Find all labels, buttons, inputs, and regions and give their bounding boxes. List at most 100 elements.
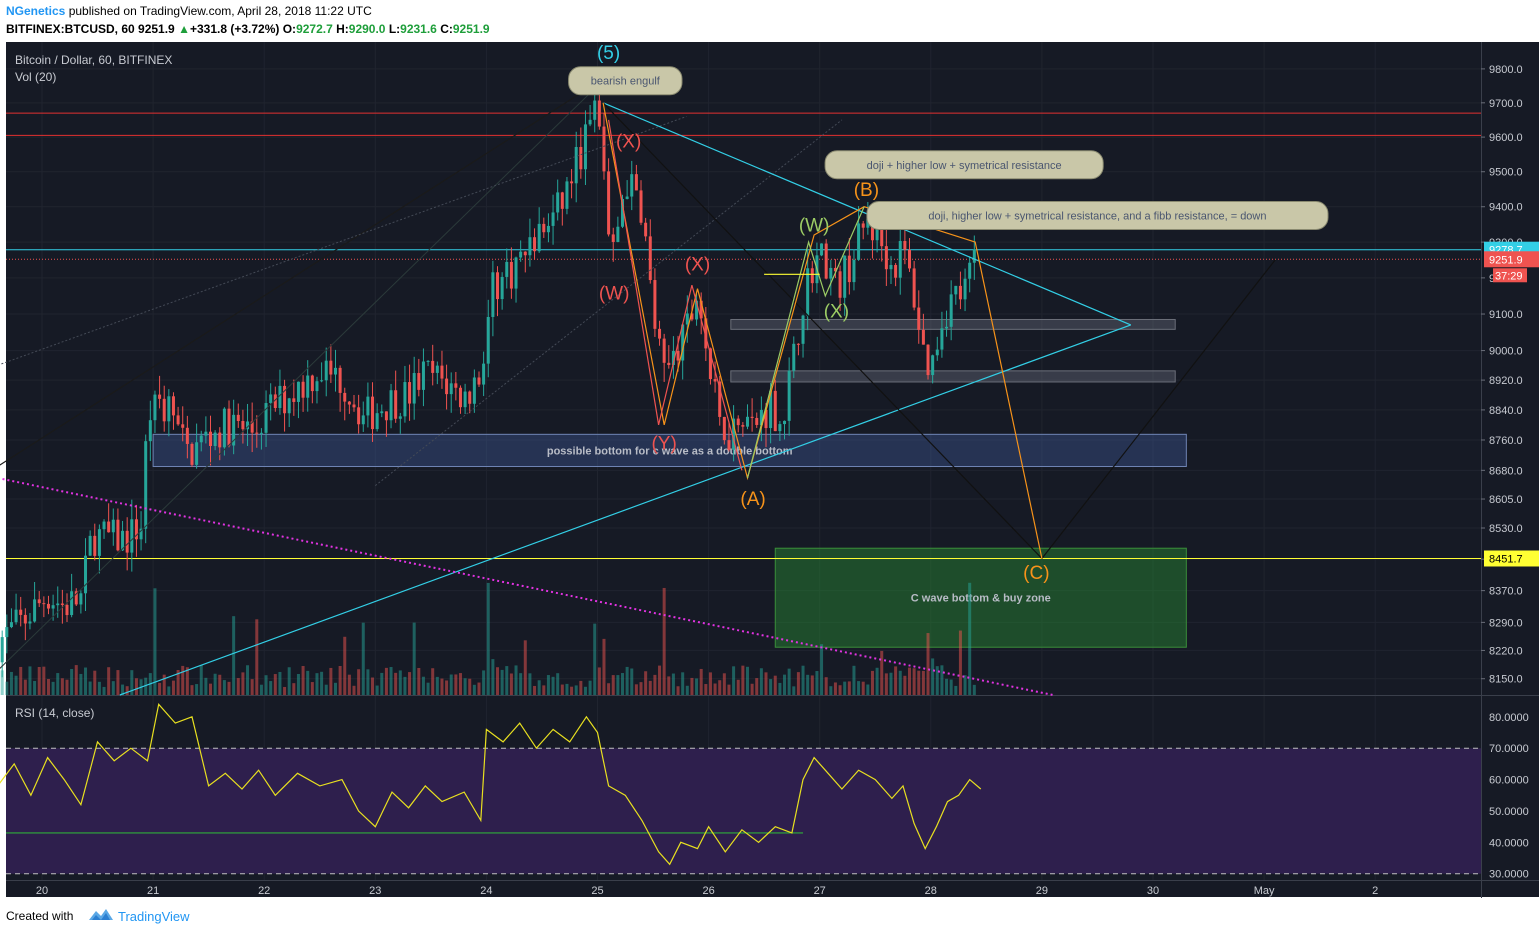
ohlc-line: BITFINEX:BTCUSD, 60 9251.9 ▲+331.8 (+3.7… (6, 22, 490, 36)
volume-bar (579, 680, 583, 695)
candle-body (426, 360, 430, 362)
volume-bar (195, 684, 199, 695)
candle-body (315, 381, 319, 392)
candle-body (708, 348, 712, 380)
rsi-tick-label: 80.0000 (1489, 712, 1529, 724)
candle-body (505, 261, 509, 277)
trend-line-black (602, 102, 1043, 559)
candle-body (454, 383, 458, 388)
volume-bar (843, 681, 847, 695)
candle-body (371, 396, 375, 430)
volume-bar (398, 670, 402, 695)
volume-bar (954, 685, 958, 695)
volume-bar (611, 675, 615, 695)
candle-body (121, 530, 125, 551)
volume-bar (421, 676, 425, 695)
candle-body (810, 268, 814, 284)
volume-bar (310, 682, 314, 695)
candle-body (662, 338, 666, 363)
volume-bar (171, 680, 175, 695)
volume-bar (935, 666, 939, 695)
volume-bar (121, 684, 125, 695)
candle-body (361, 415, 365, 425)
zones: possible bottom for c wave as a double b… (152, 318, 1187, 648)
volume-bar (625, 666, 629, 695)
volume-bar (838, 685, 842, 695)
volume-bar (347, 674, 351, 695)
volume-bar (315, 673, 319, 695)
volume-bar (130, 670, 134, 695)
candle-body (556, 192, 560, 213)
volume-bar (0, 670, 4, 695)
volume-bar (662, 587, 666, 695)
candle-body (283, 385, 287, 414)
chart-footer: Created with TradingView (0, 898, 1539, 934)
chart-canvas[interactable]: possible bottom for c wave as a double b… (0, 42, 1539, 898)
tradingview-brand-link[interactable]: TradingView (118, 909, 190, 924)
candle-body (403, 382, 407, 417)
volume-bar (426, 682, 430, 695)
volume-bar (394, 672, 398, 695)
volume-bar (745, 666, 749, 695)
candle-body (468, 391, 472, 404)
candle-body (667, 362, 671, 366)
candle-body (727, 440, 731, 450)
close-label: C: (440, 22, 453, 36)
triangle-lower-line (119, 324, 1132, 696)
volume-bar (542, 685, 546, 695)
trend-line-black (0, 81, 598, 466)
volume-bar (269, 681, 273, 695)
candle-body (796, 343, 800, 345)
volume-bar (320, 671, 324, 695)
volume-bar (829, 686, 833, 695)
volume-bar (630, 668, 634, 695)
callout-bubble (866, 201, 1329, 231)
volume-bar (570, 686, 574, 695)
candle-body (523, 251, 527, 256)
candle-body (398, 416, 402, 419)
volume-bar (769, 679, 773, 695)
volume-bar (810, 675, 814, 695)
candle-body (79, 593, 83, 605)
symbol-label: BITFINEX:BTCUSD, 60 (6, 22, 135, 36)
candle-body (537, 223, 541, 252)
candle-body (486, 316, 490, 364)
time-tick-label: May (1254, 885, 1275, 897)
volume-bar (449, 674, 453, 695)
candle-body (648, 236, 652, 281)
volume-bar (972, 684, 976, 695)
rsi-line (0, 702, 982, 866)
candle-body (241, 420, 245, 430)
candle-body (278, 385, 282, 409)
volume-bar (482, 670, 486, 695)
wave-path-orange (602, 102, 1043, 559)
candle-body (759, 409, 763, 425)
low-value: 9231.6 (400, 22, 437, 36)
volume-bar (847, 681, 851, 695)
candle-body (880, 223, 884, 247)
candle-body (500, 276, 504, 300)
candle-body (514, 257, 518, 289)
candle-body (273, 394, 277, 409)
candle-body (14, 609, 18, 623)
candle-body (477, 377, 481, 385)
wave-label: (X) (824, 302, 849, 323)
rsi-label: RSI (14, close) (15, 706, 94, 720)
chart-header: NGenetics published on TradingView.com, … (0, 0, 1539, 42)
author-link[interactable]: NGenetics (6, 4, 66, 18)
zone-label: possible bottom for c wave as a double b… (547, 445, 793, 457)
volume-bar (93, 670, 97, 695)
price-axis-background (1481, 42, 1539, 897)
candle-body (28, 621, 32, 624)
candle-body (917, 307, 921, 330)
candle-body (588, 119, 592, 125)
volume-bar (894, 666, 898, 695)
volume-bar (583, 686, 587, 695)
volume-bar (28, 666, 32, 695)
volume-bar (134, 678, 138, 695)
volume-bar (620, 673, 625, 695)
volume-bar (676, 686, 680, 695)
candle-body (208, 431, 213, 446)
candle-body (431, 360, 435, 373)
volume-bar (903, 675, 907, 695)
